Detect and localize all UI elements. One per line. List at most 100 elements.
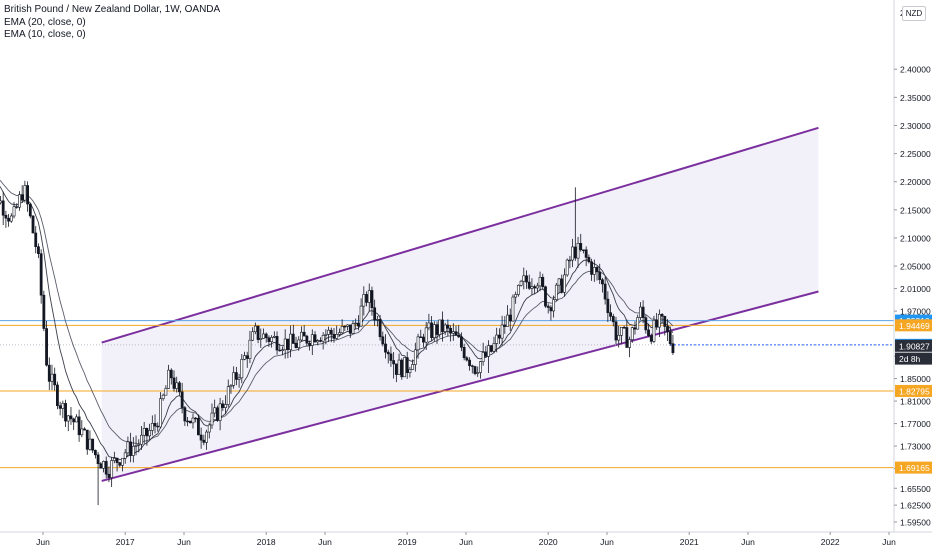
candle-body bbox=[286, 338, 290, 350]
candle-body bbox=[107, 473, 111, 478]
price-label-bg bbox=[895, 319, 932, 332]
candle-body bbox=[647, 329, 650, 336]
candle-body bbox=[159, 398, 162, 428]
candle-body bbox=[340, 325, 344, 334]
candle-body bbox=[392, 360, 396, 365]
candle-body bbox=[302, 331, 306, 337]
candle-body bbox=[601, 279, 604, 285]
price-label: 1.94469 bbox=[899, 321, 930, 331]
candle-body bbox=[148, 430, 152, 437]
candle-body bbox=[611, 316, 615, 323]
candle-body bbox=[12, 206, 16, 217]
time-tick-label: 2022 bbox=[821, 537, 840, 547]
candle-body bbox=[343, 325, 347, 328]
candle-body bbox=[91, 438, 95, 451]
candle-body bbox=[327, 329, 330, 335]
candle-body bbox=[587, 257, 591, 263]
candle-body bbox=[50, 373, 54, 382]
candle-body bbox=[0, 200, 2, 204]
candle-body bbox=[7, 217, 11, 222]
candle-body bbox=[272, 336, 276, 338]
price-tick-label: 1.65500 bbox=[900, 484, 931, 494]
price-tick-label: 1.59500 bbox=[900, 518, 931, 528]
candle-body bbox=[28, 203, 32, 217]
candle-body bbox=[519, 280, 523, 286]
candle-body bbox=[262, 333, 265, 339]
candle-body bbox=[1, 200, 5, 216]
candle-body bbox=[638, 306, 642, 318]
candle-body bbox=[335, 334, 339, 339]
candle-body bbox=[462, 347, 466, 359]
legend-ema10: EMA (10, close, 0) bbox=[4, 29, 86, 40]
time-tick-label: 2019 bbox=[398, 537, 417, 547]
parallel-channel[interactable] bbox=[101, 126, 819, 482]
legend-ema20: EMA (20, close, 0) bbox=[4, 16, 86, 28]
time-axis[interactable]: Jun 2017 Jun 2018 Jun 2019 Jun 2020 Jun 2021 Jun 20… bbox=[36, 532, 896, 547]
candle-body bbox=[609, 312, 612, 317]
candle-body bbox=[123, 452, 127, 459]
candle-body bbox=[80, 428, 84, 436]
candle-body bbox=[449, 327, 452, 334]
candle-body bbox=[506, 314, 509, 327]
candle-body bbox=[172, 377, 176, 389]
candle-body bbox=[58, 405, 62, 409]
candle-body bbox=[419, 336, 423, 338]
candle-body bbox=[37, 246, 40, 254]
candle-body bbox=[42, 294, 46, 329]
candle-body bbox=[264, 333, 268, 339]
candle-body bbox=[153, 423, 157, 427]
candle-body bbox=[348, 324, 352, 334]
candle-body bbox=[476, 372, 480, 374]
currency-badge[interactable]: NZD bbox=[902, 6, 926, 21]
candle-body bbox=[102, 461, 105, 469]
candle-body bbox=[253, 325, 257, 333]
candle-body bbox=[15, 206, 19, 208]
candle-body bbox=[541, 276, 545, 288]
price-label: 1.69165 bbox=[899, 463, 930, 473]
candle-body bbox=[460, 336, 463, 348]
candle-body bbox=[210, 412, 214, 426]
candle-body bbox=[218, 403, 222, 421]
candle-body bbox=[655, 320, 659, 328]
candle-body bbox=[259, 338, 263, 340]
candle-body bbox=[240, 359, 244, 379]
candle-body bbox=[487, 345, 490, 357]
candle-body bbox=[85, 429, 89, 450]
price-tick-label: 1.73000 bbox=[900, 442, 931, 452]
candle-body bbox=[167, 369, 170, 389]
candle-body bbox=[579, 242, 583, 251]
price-label: 1.90827 bbox=[899, 341, 930, 351]
candle-body bbox=[316, 340, 320, 343]
price-label-bg bbox=[895, 384, 932, 397]
candle-body bbox=[457, 334, 461, 338]
candle-body bbox=[497, 334, 501, 339]
candle-body bbox=[446, 324, 450, 329]
candle-body bbox=[194, 417, 198, 420]
candle-body bbox=[549, 307, 553, 312]
candle-body bbox=[324, 334, 328, 336]
price-label-bg bbox=[895, 352, 932, 365]
candle-body bbox=[45, 328, 48, 366]
time-tick-label: 2021 bbox=[680, 537, 699, 547]
candle-body bbox=[207, 424, 211, 433]
candle-body bbox=[256, 325, 260, 340]
candle-body bbox=[20, 194, 24, 201]
candle-body bbox=[533, 286, 537, 289]
candle-body bbox=[161, 394, 165, 400]
candle-body bbox=[592, 267, 596, 275]
candle-body bbox=[267, 337, 271, 342]
candle-body bbox=[26, 185, 29, 205]
candle-body bbox=[197, 417, 200, 436]
candle-body bbox=[237, 377, 241, 380]
candle-body bbox=[535, 285, 539, 289]
candle-body bbox=[544, 286, 547, 307]
candle-body bbox=[31, 215, 35, 234]
price-axis[interactable]: 2.40000 2.35000 2.30000 2.25000 2.20000 2.150… bbox=[0, 0, 932, 533]
candle-body bbox=[644, 317, 648, 331]
candle-body bbox=[213, 407, 217, 414]
candle-body bbox=[468, 359, 471, 367]
candle-body bbox=[351, 323, 355, 334]
candle-body bbox=[308, 342, 311, 346]
candle-body bbox=[389, 353, 393, 361]
